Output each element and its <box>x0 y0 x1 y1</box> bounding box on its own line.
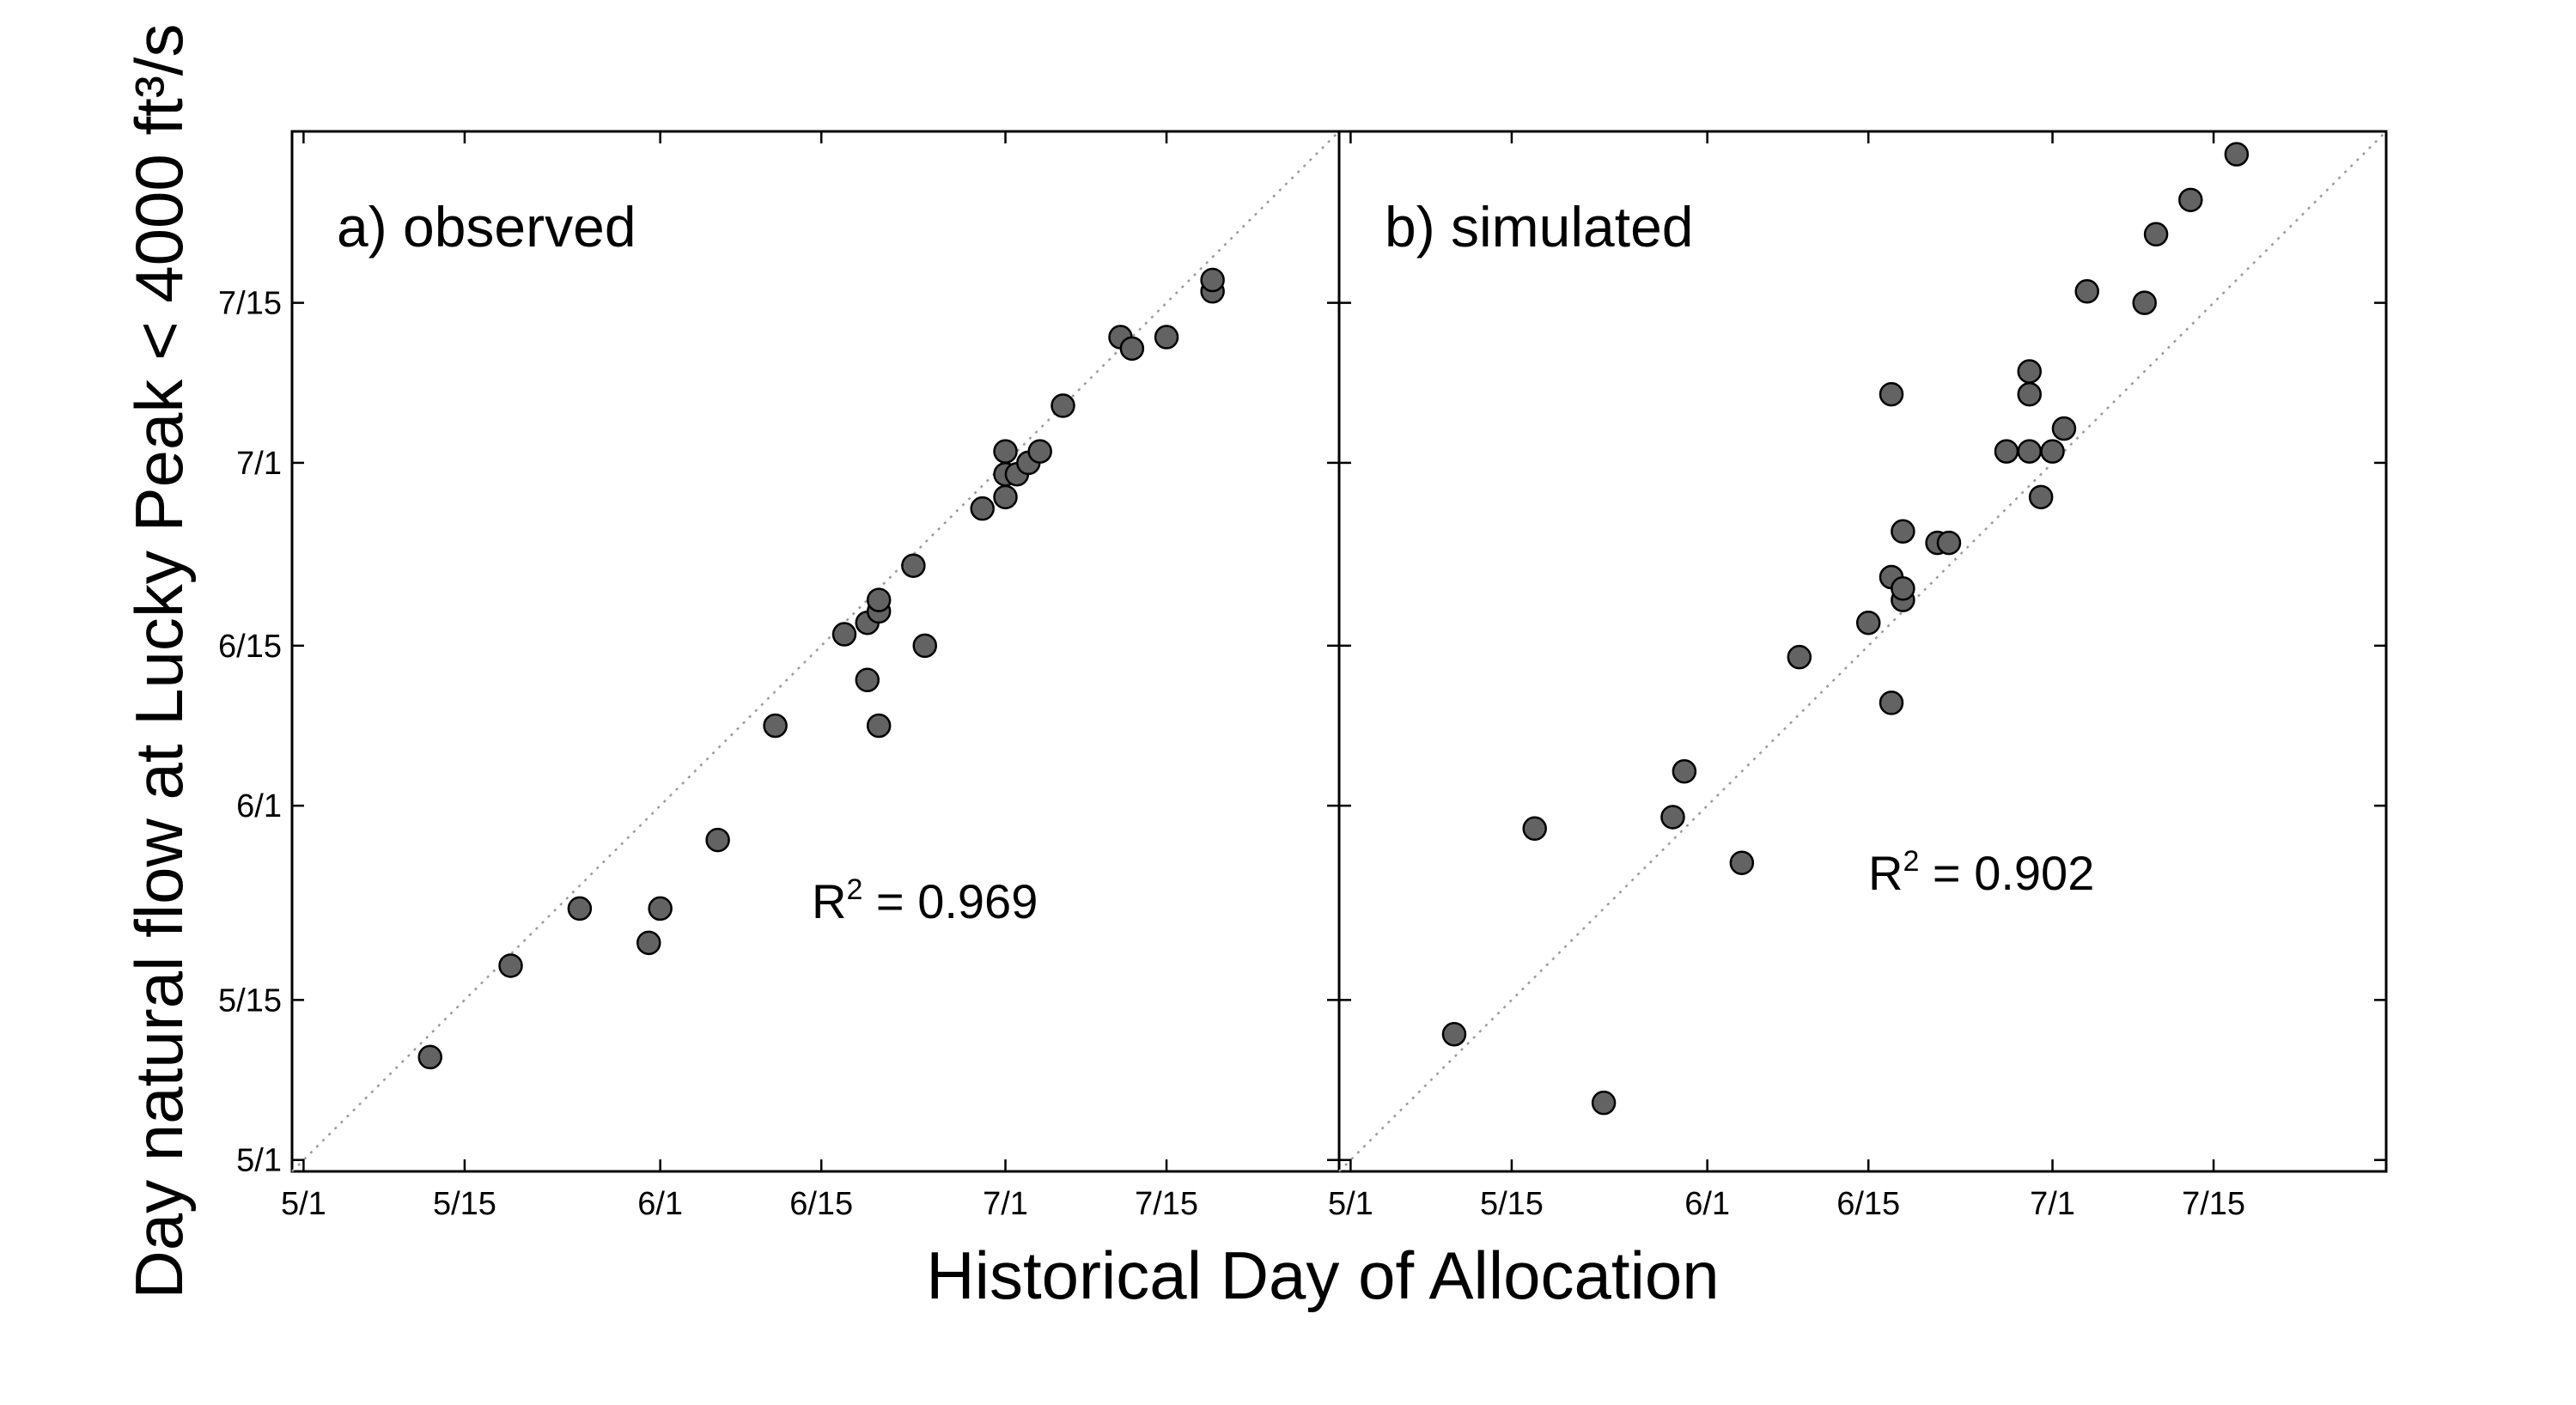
r-squared-simulated: R2 = 0.902 <box>1868 845 2094 900</box>
panel-label-simulated: b) simulated <box>1385 195 1694 258</box>
data-point <box>1787 644 1812 670</box>
data-point <box>2040 439 2065 464</box>
panel-simulated: 5/1 5/15 6/1 6/15 7/1 7/15 b) simulated R2 = … <box>1328 130 2388 1222</box>
data-point <box>1154 325 1179 350</box>
data-point <box>498 953 523 978</box>
x-tick-label: 7/1 <box>2030 1186 2075 1222</box>
data-point <box>2051 416 2077 441</box>
x-tick-label: 6/1 <box>637 1186 683 1222</box>
points-observed <box>417 267 1225 1070</box>
data-point <box>648 896 673 921</box>
data-point <box>2143 222 2169 247</box>
data-point <box>1891 576 1915 601</box>
data-point <box>567 896 593 921</box>
data-point <box>2074 279 2099 304</box>
data-point <box>1660 805 1685 830</box>
data-point <box>1522 816 1547 842</box>
r-squared-value: = 0.902 <box>1919 846 2094 900</box>
data-point <box>417 1044 442 1070</box>
y-tick-label: 5/1 <box>236 1143 282 1179</box>
x-tick-label: 6/15 <box>1836 1186 1900 1222</box>
r-squared-superscript: 2 <box>1903 845 1919 878</box>
data-point <box>763 713 788 739</box>
x-tick-label: 5/15 <box>1480 1186 1544 1222</box>
x-tick-label: 6/1 <box>1684 1186 1730 1222</box>
axes-frame-simulated <box>1337 130 2388 1173</box>
data-point <box>970 496 995 521</box>
ticks-observed: 5/1 5/15 6/1 6/15 7/1 7/15 5/1 5/15 6/1 6/15 7/1 7/… <box>218 131 1339 1222</box>
data-point <box>1879 381 1904 407</box>
data-point <box>866 587 892 612</box>
x-tick-label: 5/15 <box>433 1186 496 1222</box>
y-tick-label: 5/15 <box>218 982 282 1019</box>
points-simulated <box>1441 142 2250 1116</box>
r-squared-symbol: R <box>1868 846 1903 900</box>
r-squared-symbol: R <box>812 874 846 928</box>
data-point <box>831 622 857 647</box>
x-tick-label: 7/15 <box>1135 1186 1198 1222</box>
data-point <box>866 713 892 739</box>
x-axis-title: Historical Day of Allocation <box>926 1238 1719 1313</box>
data-point <box>1591 1090 1617 1116</box>
data-point <box>1441 1022 1467 1047</box>
y-axis-title: Day natural flow at Lucky Peak < 4000 ft… <box>121 24 197 1299</box>
data-point <box>1994 439 2019 464</box>
r-squared-observed: R2 = 0.969 <box>812 873 1038 928</box>
data-point <box>1891 519 1915 544</box>
reference-line-observed <box>291 131 1340 1172</box>
data-point <box>2028 484 2054 510</box>
x-tick-label: 5/1 <box>1328 1186 1373 1222</box>
data-point <box>855 667 880 693</box>
data-point <box>1855 610 1881 636</box>
data-point <box>993 484 1018 510</box>
y-tick-label: 6/15 <box>218 629 282 665</box>
data-point <box>2017 381 2042 407</box>
reference-line-simulated <box>1338 131 2387 1172</box>
y-tick-label: 6/1 <box>236 788 282 824</box>
data-point <box>2017 359 2042 384</box>
data-point <box>2224 142 2250 167</box>
data-point <box>636 930 661 956</box>
data-point <box>993 439 1018 464</box>
data-point <box>1119 336 1145 362</box>
x-tick-label: 6/15 <box>789 1186 853 1222</box>
r-squared-superscript: 2 <box>846 873 862 906</box>
panel-label-observed: a) observed <box>337 195 636 258</box>
data-point <box>912 633 938 659</box>
y-tick-label: 7/15 <box>218 286 282 322</box>
data-point <box>1200 267 1225 293</box>
r-squared-value: = 0.969 <box>862 874 1038 928</box>
data-point <box>1936 530 1962 556</box>
data-point <box>2178 187 2203 213</box>
y-tick-label: 7/1 <box>236 446 282 482</box>
data-point <box>705 827 730 853</box>
ticks-simulated: 5/1 5/15 6/1 6/15 7/1 7/15 <box>1328 131 2386 1222</box>
data-point <box>1879 690 1904 715</box>
data-point <box>1050 393 1075 418</box>
x-tick-label: 7/15 <box>2182 1186 2245 1222</box>
data-point <box>901 553 926 578</box>
data-point <box>1672 758 1697 784</box>
data-point <box>1027 439 1052 464</box>
data-point <box>2017 439 2042 464</box>
x-tick-label: 5/1 <box>281 1186 326 1222</box>
panel-observed: 5/1 5/15 6/1 6/15 7/1 7/15 5/1 5/15 6/1 6/15 7/1 7/… <box>218 130 1341 1222</box>
data-point <box>1729 850 1755 875</box>
x-tick-label: 7/1 <box>983 1186 1028 1222</box>
data-point <box>2132 290 2157 315</box>
